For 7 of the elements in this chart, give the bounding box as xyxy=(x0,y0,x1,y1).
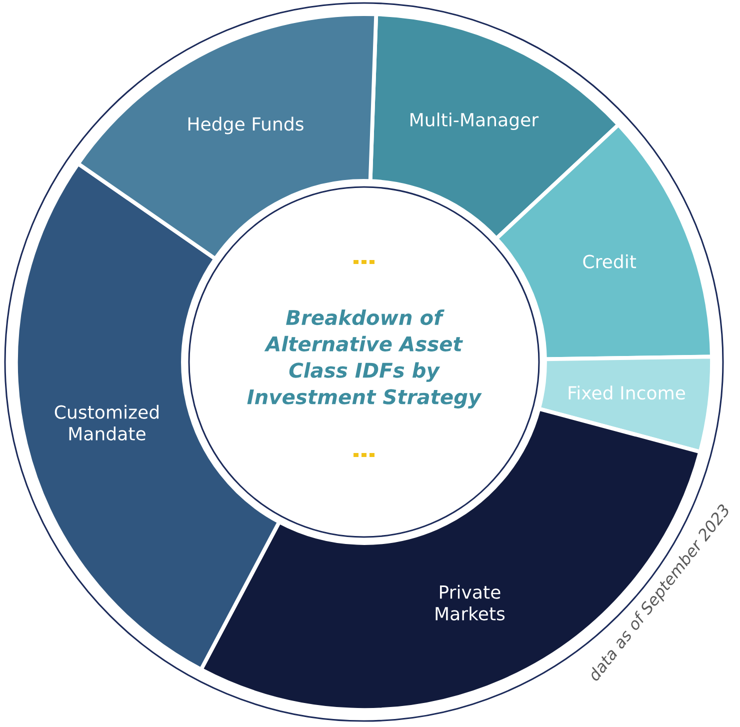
text: Breakdown of Alternative Asset Class IDFs by Investment Strategy xyxy=(247,310,482,408)
slice-label: Credit xyxy=(583,254,636,268)
slice-label: Fixed Income xyxy=(568,386,686,400)
slice-label: Customized Mandate xyxy=(54,404,158,440)
slice-label: Hedge Funds xyxy=(188,116,304,134)
slice-label: Private Markets xyxy=(436,584,505,620)
slice-label: Multi-Manager xyxy=(410,112,539,130)
